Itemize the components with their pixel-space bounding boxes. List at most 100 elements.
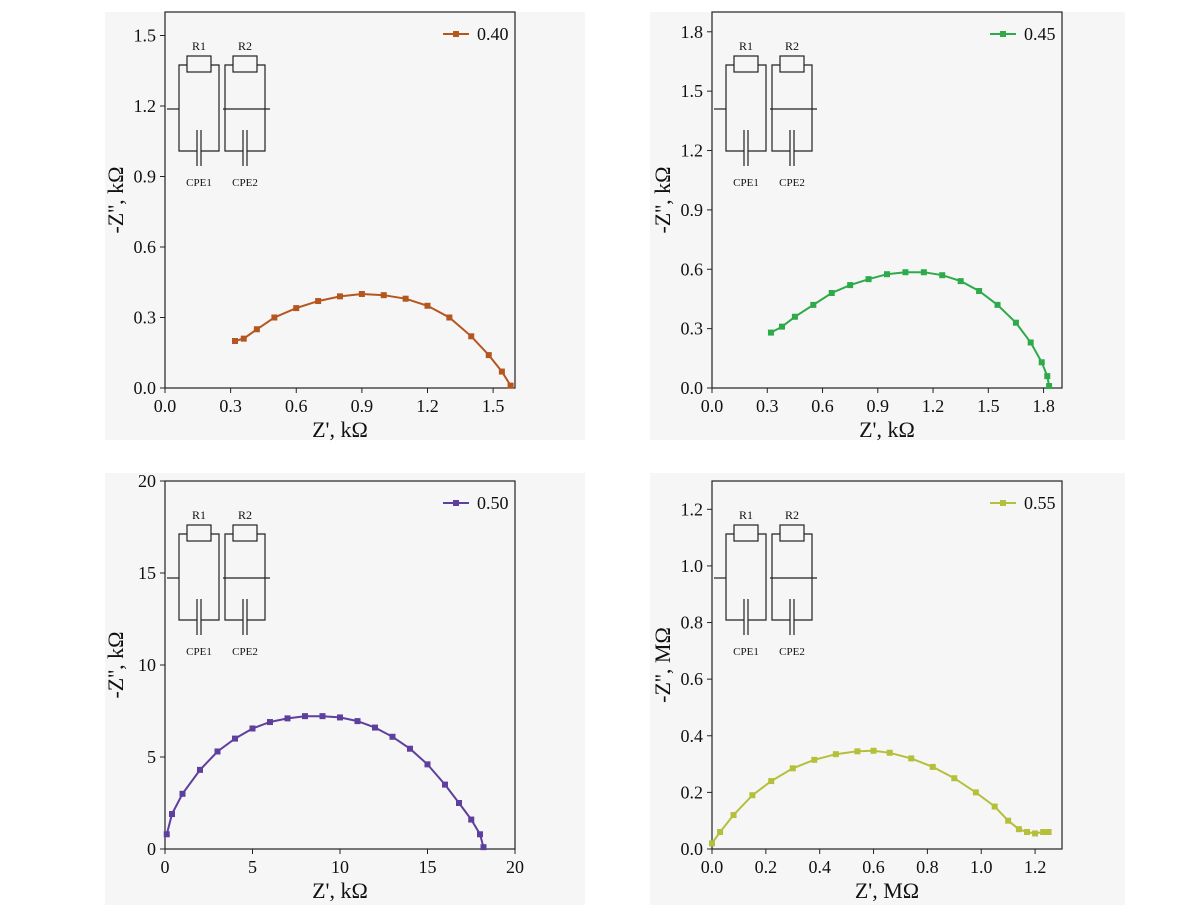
x-tick-label: 0.9 — [867, 396, 890, 416]
resistor-symbol — [232, 524, 258, 542]
resistor-symbol — [232, 55, 258, 73]
y-tick-label: 5 — [147, 747, 156, 767]
y-tick-label: 0.8 — [681, 613, 704, 633]
x-tick-label: 0.0 — [701, 396, 724, 416]
x-tick-label: 0.6 — [811, 396, 834, 416]
data-point — [854, 748, 861, 755]
chart-panel-3: 0 5 10 15 20 0 5 10 15 20 Z', kΩ -Z'', kΩ R1 CPE1 R2 CP… — [103, 471, 524, 903]
x-tick-label: 0 — [161, 857, 170, 877]
data-point — [477, 831, 483, 838]
y-tick-label: 1.0 — [681, 556, 704, 576]
circuit-wire — [224, 578, 243, 621]
data-point — [811, 756, 818, 763]
data-point — [253, 326, 260, 333]
data-point — [424, 302, 431, 309]
cpe-label: CPE2 — [232, 177, 258, 189]
data-point — [337, 293, 343, 300]
y-axis-label: -Z'', kΩ — [650, 166, 675, 233]
data-point — [293, 305, 300, 312]
data-point — [337, 714, 343, 721]
x-tick-label: 1.2 — [922, 396, 945, 416]
y-tick-label: 0.9 — [681, 200, 704, 220]
circuit-wire — [771, 64, 780, 109]
data-point — [1044, 373, 1051, 380]
data-point — [929, 763, 936, 770]
data-point — [791, 313, 798, 320]
y-tick-label: 0.6 — [134, 237, 157, 257]
circuit-wire — [211, 64, 220, 109]
equivalent-circuit: R1 CPE1 R2 CPE2 — [167, 508, 270, 658]
x-axis-label: Z', kΩ — [859, 417, 915, 442]
circuit-wire — [224, 64, 233, 109]
data-point — [240, 335, 247, 342]
data-point — [179, 790, 186, 797]
cpe-label: CPE1 — [186, 177, 212, 189]
resistor-label: R2 — [785, 39, 799, 53]
circuit-wire — [257, 64, 266, 109]
circuit-wire — [201, 578, 220, 621]
x-tick-label: 0.2 — [755, 857, 778, 877]
data-point — [507, 382, 514, 389]
x-tick-label: 1.8 — [1032, 396, 1055, 416]
x-tick-label: 0.9 — [351, 396, 374, 416]
data-point — [939, 272, 946, 279]
data-point — [271, 314, 278, 321]
circuit-wire — [178, 109, 197, 152]
data-point — [957, 278, 964, 285]
data-point — [498, 368, 505, 375]
resistor-label: R1 — [192, 39, 206, 53]
y-tick-label: 0.3 — [134, 308, 157, 328]
y-tick-label: 0 — [147, 839, 156, 859]
circuit-wire — [725, 578, 744, 621]
circuit-wire — [224, 533, 233, 578]
circuit-wire — [771, 109, 790, 152]
resistor-symbol — [779, 524, 805, 542]
data-point — [991, 803, 998, 810]
x-tick-label: 0.6 — [285, 396, 308, 416]
y-tick-label: 10 — [138, 655, 156, 675]
x-axis-label: Z', kΩ — [312, 417, 368, 442]
circuit-wire — [748, 109, 767, 152]
x-tick-label: 1.0 — [970, 857, 993, 877]
resistor-label: R2 — [785, 508, 799, 522]
data-point — [1040, 829, 1047, 836]
legend-marker — [453, 31, 459, 37]
y-tick-label: 15 — [138, 563, 156, 583]
data-point — [902, 269, 909, 276]
y-tick-label: 0.0 — [134, 378, 157, 398]
data-point — [908, 755, 915, 762]
data-point — [717, 829, 724, 836]
data-point — [884, 271, 890, 278]
y-tick-label: 0.6 — [681, 259, 704, 279]
x-tick-label: 0.6 — [862, 857, 885, 877]
data-point — [1012, 319, 1019, 326]
circuit-wire — [794, 109, 813, 152]
data-point — [749, 792, 756, 799]
chart-panel-1: 0.0 0.3 0.6 0.9 1.2 1.5 0.0 0.3 0.6 0.9 1.2 1.5 Z', … — [103, 11, 516, 442]
circuit-wire — [725, 533, 734, 578]
x-tick-label: 1.2 — [416, 396, 439, 416]
y-axis-label: -Z'', MΩ — [650, 627, 675, 703]
cpe-label: CPE1 — [186, 646, 212, 658]
x-tick-label: 0.8 — [916, 857, 939, 877]
data-point — [1038, 359, 1045, 366]
y-tick-label: 1.5 — [134, 26, 157, 46]
resistor-label: R2 — [238, 508, 252, 522]
x-tick-label: 20 — [506, 857, 524, 877]
legend-marker — [1000, 500, 1006, 506]
data-point — [951, 775, 958, 782]
data-point — [767, 329, 774, 336]
data-point — [284, 715, 291, 722]
data-point — [870, 747, 877, 754]
cpe-label: CPE2 — [779, 177, 805, 189]
data-point — [197, 766, 203, 773]
data-point — [730, 812, 737, 819]
circuit-wire — [224, 109, 243, 152]
data-point — [424, 761, 431, 768]
data-point — [249, 725, 256, 732]
series-line — [234, 292, 512, 387]
data-point — [389, 733, 396, 740]
x-tick-label: 1.2 — [1024, 857, 1047, 877]
